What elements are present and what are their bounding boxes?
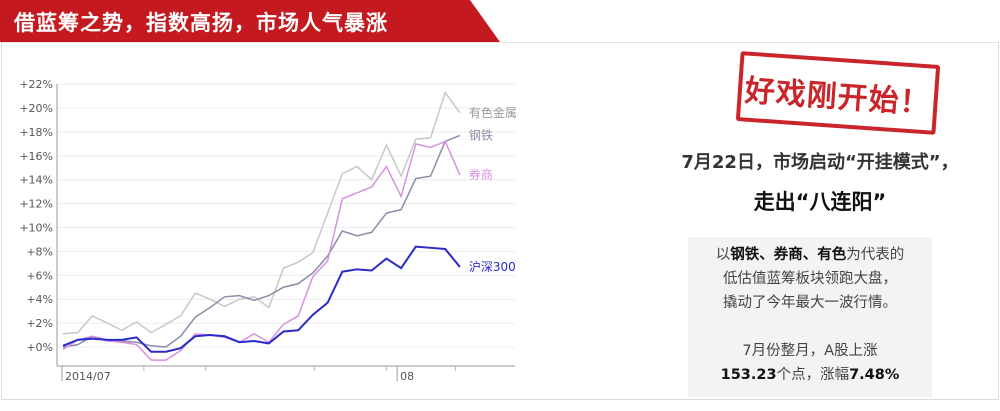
y-tick-label: +8% <box>26 245 53 258</box>
y-tick-label: +12% <box>19 198 53 211</box>
percent-value: 7.48% <box>849 367 900 383</box>
y-tick-label: +22% <box>19 78 53 91</box>
title-banner: 借蓝筹之势，指数高扬，市场人气暴涨 <box>0 0 500 42</box>
x-tick-label: 2014/07 <box>65 370 111 383</box>
points-value: 153.23 <box>720 367 777 383</box>
desc-text: 个点，涨幅 <box>776 367 850 383</box>
desc-line2: 低估值蓝筹板块领跑大盘， <box>723 271 897 287</box>
y-tick-label: +0% <box>26 341 53 354</box>
y-tick-label: +18% <box>19 126 53 139</box>
desc-line1: 以钢铁、券商、有色为代表的 <box>688 243 932 267</box>
series-line-钢铁 <box>62 134 461 348</box>
x-tick-label: 08 <box>400 370 414 383</box>
y-tick-label: +6% <box>26 269 53 282</box>
stamp-text: 好戏刚开始！ <box>743 73 932 122</box>
series-label: 钢铁 <box>469 128 493 142</box>
series-label: 有色金属 <box>469 105 517 120</box>
series-line-沪深300 <box>62 245 461 353</box>
y-tick-label: +14% <box>19 174 53 187</box>
line-chart: +0% +2% +4% +6% +8% +10% +12% +14% +16% +18% +20% +… <box>19 78 517 383</box>
desc-line4: 7月份整月，A股上涨 <box>742 343 878 359</box>
content-frame <box>1 42 999 400</box>
y-tick-label: +20% <box>19 102 53 115</box>
desc-text: 为代表的 <box>846 247 905 263</box>
desc-line5: 153.23个点，涨幅7.48% <box>688 363 932 387</box>
y-tick-label: +2% <box>26 317 53 330</box>
banner-title: 借蓝筹之势，指数高扬，市场人气暴涨 <box>14 11 388 35</box>
desc-text: 以 <box>715 247 731 263</box>
headline-line1: 7月22日，市场启动“开挂模式”， <box>681 152 959 173</box>
y-tick-label: +16% <box>19 150 53 163</box>
series-line-有色金属 <box>62 90 461 335</box>
series-label: 沪深300 <box>469 260 516 274</box>
description-box: 以钢铁、券商、有色为代表的 低估值蓝筹板块领跑大盘， 撬动了今年最大一波行情。 … <box>688 237 932 397</box>
y-tick-label: +4% <box>26 293 53 306</box>
desc-line3: 撬动了今年最大一波行情。 <box>723 295 897 311</box>
series-label: 券商 <box>469 167 493 182</box>
stamp: 好戏刚开始！ <box>735 51 941 135</box>
headline-line2: 走出“八连阳” <box>753 190 887 214</box>
series-line-券商 <box>62 140 461 361</box>
y-tick-label: +10% <box>19 222 53 235</box>
desc-bold: 钢铁、券商、有色 <box>730 247 847 263</box>
